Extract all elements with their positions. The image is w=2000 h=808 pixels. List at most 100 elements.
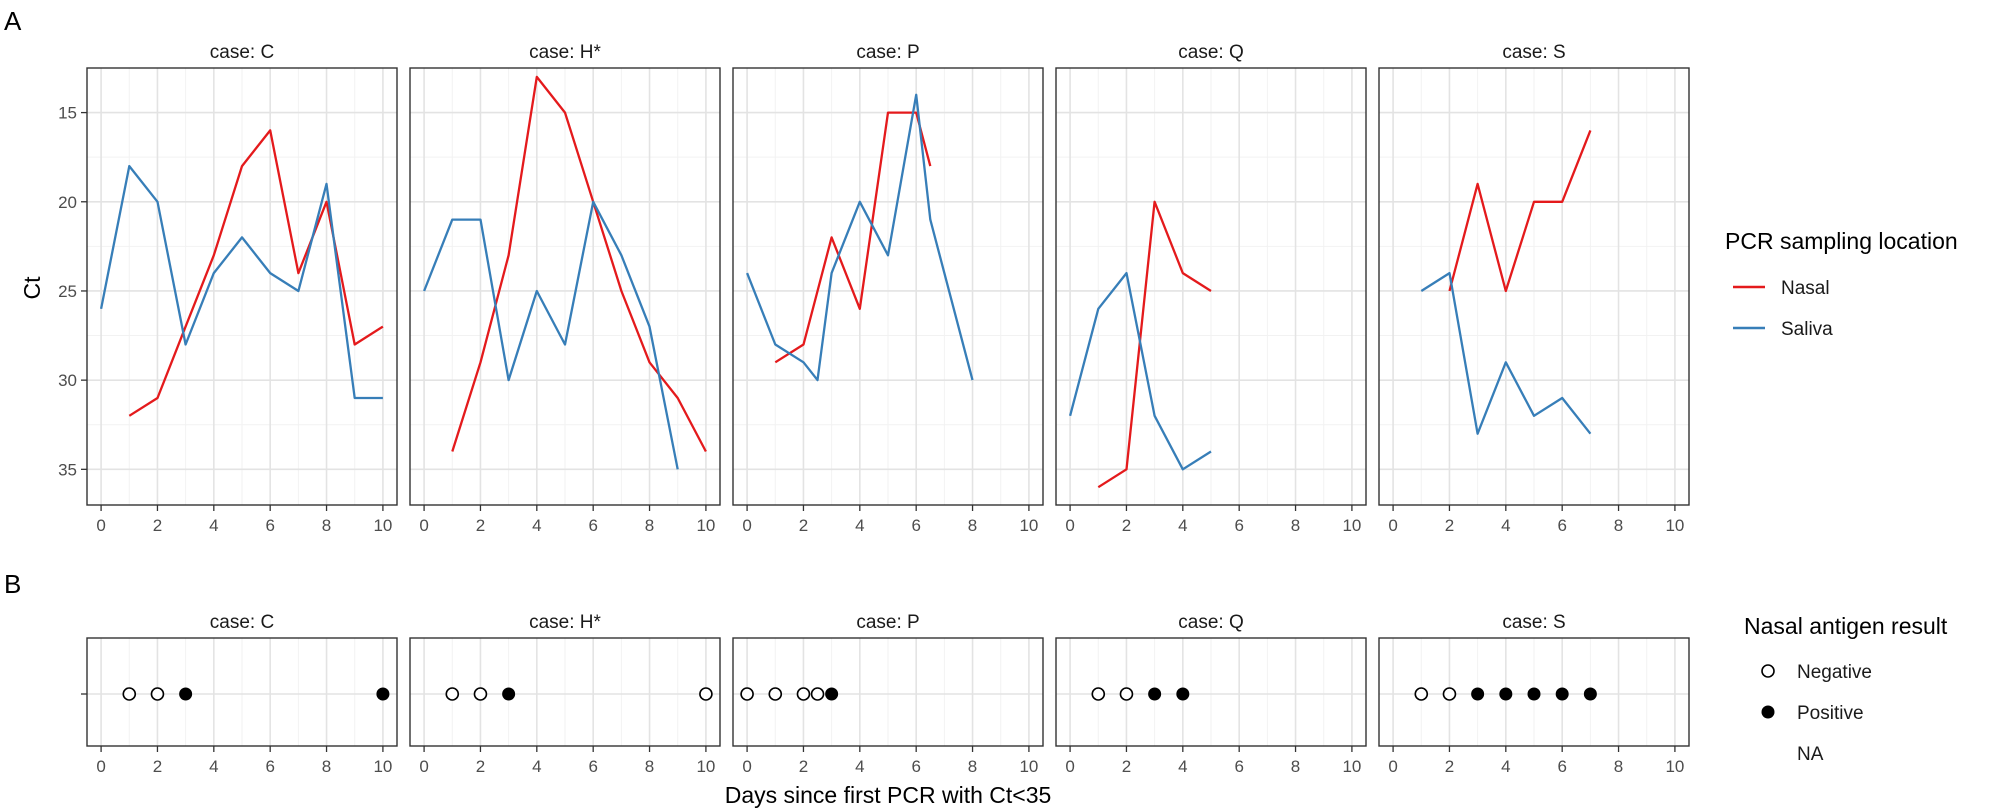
- antigen-point-positive: [502, 687, 516, 701]
- x-tick-label: 10: [696, 516, 715, 535]
- facet-b-s: case: S 0 2 4 6 8 10: [1378, 612, 1690, 776]
- antigen-point-positive: [1527, 687, 1541, 701]
- x-tick-label: 4: [209, 516, 218, 535]
- facet-a-frame: [1378, 67, 1690, 506]
- antigen-point-negative: [740, 687, 754, 701]
- x-tick-label: 8: [968, 757, 977, 776]
- x-tick-label: 6: [1234, 516, 1243, 535]
- panel-b-label: B: [4, 569, 21, 599]
- x-tick-label: 6: [588, 516, 597, 535]
- antigen-point-negative: [1442, 687, 1457, 701]
- legend-antigen: Nasal antigen result Negative Positive N…: [1744, 613, 1948, 765]
- x-tick-label: 4: [209, 757, 218, 776]
- x-tick-label: 2: [1445, 516, 1454, 535]
- x-tick-label: 6: [265, 516, 274, 535]
- x-tick-label: 6: [588, 757, 597, 776]
- x-tick-label: 4: [1178, 757, 1187, 776]
- x-tick-label: 0: [742, 757, 751, 776]
- legend-pcr-title: PCR sampling location: [1725, 228, 1958, 254]
- x-tick-label: 10: [373, 757, 392, 776]
- x-tick-label: 2: [1122, 516, 1131, 535]
- series-line-saliva: [423, 200, 679, 470]
- x-tick-label: 8: [1291, 516, 1300, 535]
- x-tick-label: 6: [265, 757, 274, 776]
- x-tick-label: 0: [96, 516, 105, 535]
- facet-b-frame: [732, 637, 1044, 747]
- x-tick-label: 4: [532, 757, 541, 776]
- x-tick-label: 8: [1291, 757, 1300, 776]
- x-axis-title: Days since first PCR with Ct<35: [725, 782, 1052, 808]
- legend-na-label: NA: [1797, 744, 1824, 765]
- antigen-point-positive: [376, 687, 390, 701]
- legend-pcr: PCR sampling location Nasal Saliva: [1725, 228, 1958, 340]
- x-tick-label: 10: [1665, 757, 1684, 776]
- antigen-point-negative: [1414, 687, 1429, 701]
- x-tick-label: 8: [968, 516, 977, 535]
- x-tick-label: 6: [911, 516, 920, 535]
- facet-a-frame: [732, 67, 1044, 506]
- antigen-point-positive: [1499, 687, 1513, 701]
- series-line-nasal: [128, 129, 384, 417]
- series-line-nasal: [774, 111, 932, 364]
- facet-b-frame: [86, 637, 398, 747]
- facet-a-strip-label: case: C: [210, 42, 274, 63]
- facet-b-p: case: P 0 2 4 6 8 10: [732, 612, 1044, 776]
- legend-negative-symbol: [1761, 664, 1775, 678]
- facet-a-s: case: S 0 2 4 6 8 10: [1378, 42, 1690, 535]
- x-tick-label: 0: [1388, 516, 1397, 535]
- facet-b-strip-label: case: P: [856, 612, 919, 633]
- facet-b-strip-label: case: S: [1502, 612, 1565, 633]
- y-tick-label: 25: [58, 282, 77, 301]
- x-tick-label: 6: [911, 757, 920, 776]
- facet-a-p: case: P 0 2 4 6 8 10: [732, 42, 1044, 535]
- series-line-saliva: [1068, 271, 1212, 471]
- antigen-point-negative: [150, 687, 165, 701]
- x-tick-label: 4: [1501, 757, 1510, 776]
- legend-positive-symbol: [1761, 705, 1775, 719]
- x-tick-label: 10: [1342, 516, 1361, 535]
- antigen-point-negative: [810, 687, 825, 701]
- series-line-saliva: [99, 164, 383, 400]
- x-tick-label: 4: [855, 757, 864, 776]
- facet-b-c: case: C 0 2 4 6 8 10: [81, 612, 398, 776]
- x-tick-label: 6: [1557, 757, 1566, 776]
- antigen-point-negative: [445, 687, 460, 701]
- y-tick-label: 20: [58, 193, 77, 212]
- y-tick-label: 15: [58, 104, 77, 123]
- facet-b-hstar: case: H* 0 2 4 6 8 10: [409, 612, 721, 776]
- antigen-point-positive: [179, 687, 193, 701]
- x-tick-label: 0: [1388, 757, 1397, 776]
- x-tick-label: 0: [1065, 757, 1074, 776]
- facet-b-q: case: Q 0 2 4 6 8 10: [1055, 612, 1367, 776]
- facet-b-strip-label: case: Q: [1178, 612, 1243, 633]
- series-line-nasal: [451, 75, 707, 453]
- x-tick-label: 10: [1342, 757, 1361, 776]
- facet-a-frame: [86, 67, 398, 506]
- legend-saliva-label: Saliva: [1781, 319, 1833, 340]
- antigen-point-positive: [1148, 687, 1162, 701]
- facet-b-frame: [409, 637, 721, 747]
- antigen-point-negative: [1119, 687, 1134, 701]
- x-tick-label: 2: [1122, 757, 1131, 776]
- x-tick-label: 8: [645, 516, 654, 535]
- x-tick-label: 10: [1019, 516, 1038, 535]
- x-tick-label: 0: [419, 757, 428, 776]
- y-tick-label: 30: [58, 371, 77, 390]
- x-tick-label: 6: [1234, 757, 1243, 776]
- facet-a-frame: [409, 67, 721, 506]
- antigen-point-negative: [122, 687, 137, 701]
- antigen-point-negative: [699, 687, 713, 701]
- antigen-point-positive: [1471, 687, 1485, 701]
- x-tick-label: 2: [799, 516, 808, 535]
- x-tick-label: 2: [153, 757, 162, 776]
- legend-positive-label: Positive: [1797, 703, 1864, 724]
- facet-b-frame: [1378, 637, 1690, 747]
- x-tick-label: 10: [696, 757, 715, 776]
- x-tick-label: 4: [532, 516, 541, 535]
- x-tick-label: 4: [1501, 516, 1510, 535]
- x-tick-label: 10: [1665, 516, 1684, 535]
- facet-a-strip-label: case: P: [856, 42, 919, 63]
- antigen-point-negative: [796, 687, 811, 701]
- legend-antigen-title: Nasal antigen result: [1744, 613, 1948, 639]
